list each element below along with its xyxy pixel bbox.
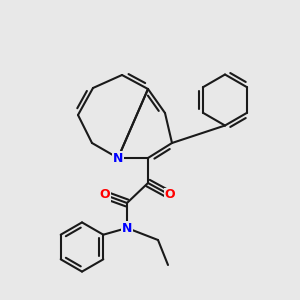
- Text: N: N: [113, 152, 123, 164]
- Text: O: O: [100, 188, 110, 202]
- Text: O: O: [165, 188, 175, 202]
- Text: N: N: [122, 221, 132, 235]
